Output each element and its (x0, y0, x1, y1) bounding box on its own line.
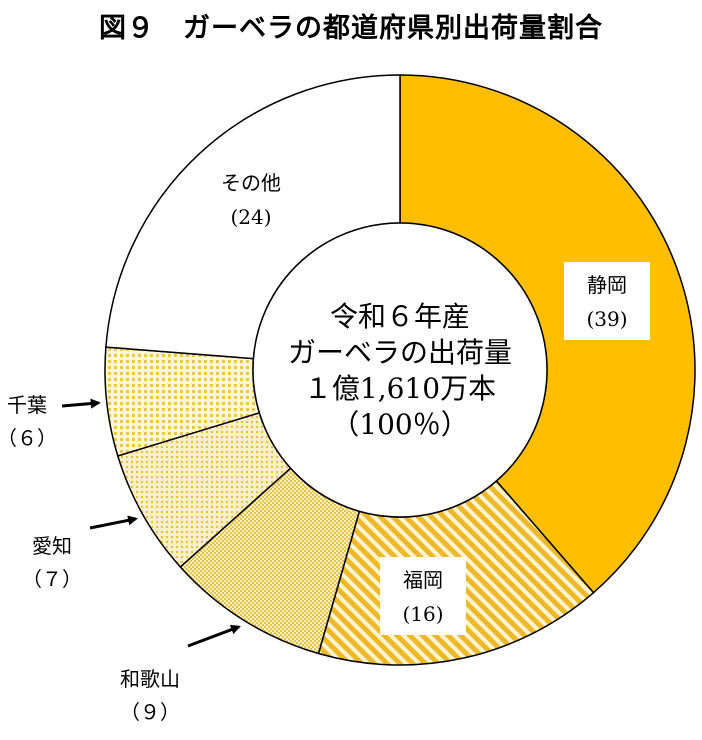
label-box-静岡 (564, 262, 650, 340)
center-label-line: １億1,610万本 (304, 372, 496, 405)
slice-label-その他: その他 (221, 171, 281, 195)
slice-value-和歌山: （９） (120, 700, 180, 724)
center-label-line: 令和６年産 (330, 300, 470, 333)
slice-label-静岡: 静岡 (587, 273, 627, 297)
slice-value-福岡: (16) (402, 602, 443, 626)
slice-label-千葉: 千葉 (7, 393, 47, 417)
slice-value-千葉: （６） (0, 426, 57, 450)
center-label-line: （100％） (331, 408, 468, 441)
label-box-福岡 (380, 557, 466, 635)
arrow-愛知 (89, 515, 138, 530)
slice-value-その他: (24) (230, 205, 271, 229)
arrow-千葉 (61, 398, 101, 409)
slice-label-和歌山: 和歌山 (120, 667, 180, 691)
slice-value-静岡: (39) (586, 307, 627, 331)
slice-label-福岡: 福岡 (403, 568, 443, 592)
chart-title: 図９ ガーベラの都道府県別出荷量割合 (99, 13, 603, 44)
slice-value-愛知: （７） (22, 567, 82, 591)
center-label-line: ガーベラの出荷量 (288, 336, 512, 369)
donut-hole (252, 222, 548, 518)
slice-label-愛知: 愛知 (32, 534, 72, 558)
arrow-和歌山 (187, 624, 241, 648)
